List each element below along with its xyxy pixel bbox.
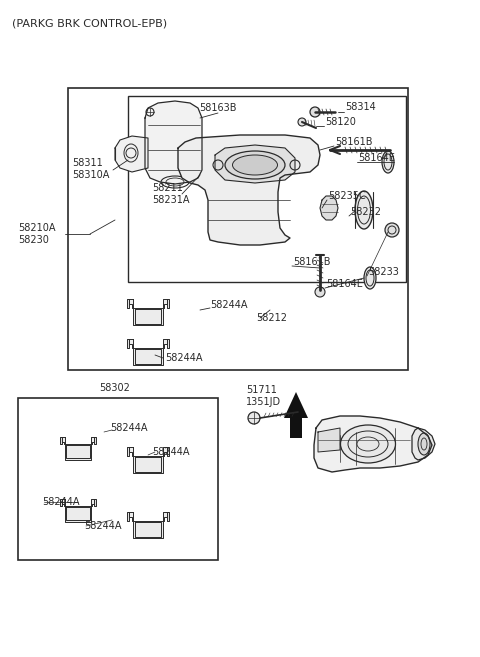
- Text: 58232: 58232: [350, 207, 381, 217]
- Text: 58161B: 58161B: [335, 137, 372, 147]
- Text: 58244A: 58244A: [84, 521, 121, 531]
- Text: 58230: 58230: [18, 235, 49, 245]
- Text: 58244A: 58244A: [210, 300, 248, 310]
- Text: 58211: 58211: [152, 183, 183, 193]
- Text: 58244A: 58244A: [165, 353, 203, 363]
- Polygon shape: [60, 499, 62, 507]
- Text: 58235C: 58235C: [328, 191, 366, 201]
- Polygon shape: [62, 499, 94, 522]
- Ellipse shape: [355, 191, 373, 229]
- Ellipse shape: [232, 155, 277, 175]
- Polygon shape: [127, 512, 129, 521]
- Polygon shape: [167, 300, 169, 307]
- Polygon shape: [320, 196, 338, 220]
- Polygon shape: [318, 428, 340, 452]
- Text: 58244A: 58244A: [152, 447, 190, 457]
- Polygon shape: [127, 447, 129, 456]
- Polygon shape: [134, 309, 161, 324]
- Polygon shape: [167, 447, 169, 456]
- Ellipse shape: [225, 151, 285, 179]
- Polygon shape: [66, 445, 89, 458]
- Polygon shape: [66, 507, 89, 520]
- Polygon shape: [129, 300, 167, 325]
- Text: 58231A: 58231A: [152, 195, 190, 205]
- Polygon shape: [314, 416, 432, 472]
- Text: 58120: 58120: [325, 117, 356, 127]
- Polygon shape: [134, 349, 161, 364]
- Text: (PARKG BRK CONTROL-EPB): (PARKG BRK CONTROL-EPB): [12, 18, 167, 28]
- Text: 58314: 58314: [345, 102, 376, 112]
- Text: 58244A: 58244A: [42, 497, 80, 507]
- Polygon shape: [129, 512, 167, 539]
- Text: 58302: 58302: [99, 383, 131, 393]
- Text: 58244A: 58244A: [110, 423, 147, 433]
- Text: 1351JD: 1351JD: [246, 397, 281, 407]
- Polygon shape: [134, 457, 161, 472]
- Text: 58233: 58233: [368, 267, 399, 277]
- Circle shape: [310, 107, 320, 117]
- Circle shape: [315, 287, 325, 297]
- Text: 58310A: 58310A: [72, 170, 109, 180]
- Circle shape: [298, 118, 306, 126]
- Text: 58212: 58212: [256, 313, 287, 323]
- Polygon shape: [134, 522, 161, 537]
- Polygon shape: [145, 101, 202, 184]
- Polygon shape: [115, 136, 148, 172]
- Polygon shape: [60, 437, 62, 444]
- Polygon shape: [412, 428, 435, 460]
- Bar: [18, 398, 218, 560]
- Ellipse shape: [340, 425, 396, 463]
- Bar: [128, 96, 406, 282]
- Polygon shape: [167, 512, 169, 521]
- Text: 58164E: 58164E: [326, 279, 363, 289]
- Polygon shape: [178, 135, 320, 245]
- Text: 58311: 58311: [72, 158, 103, 168]
- Polygon shape: [215, 145, 295, 183]
- Text: 58210A: 58210A: [18, 223, 56, 233]
- Bar: [68, 88, 408, 370]
- Polygon shape: [127, 340, 129, 348]
- Text: 51711: 51711: [246, 385, 277, 395]
- Polygon shape: [62, 437, 94, 459]
- Ellipse shape: [364, 267, 376, 289]
- Polygon shape: [127, 300, 129, 307]
- Text: 58163B: 58163B: [199, 103, 237, 113]
- Ellipse shape: [418, 433, 430, 455]
- Ellipse shape: [382, 151, 394, 173]
- Polygon shape: [167, 340, 169, 348]
- Text: 58164E: 58164E: [358, 153, 395, 163]
- Polygon shape: [94, 437, 96, 444]
- Polygon shape: [129, 447, 167, 474]
- Polygon shape: [129, 340, 167, 365]
- Ellipse shape: [248, 412, 260, 424]
- Ellipse shape: [385, 223, 399, 237]
- Polygon shape: [284, 392, 308, 438]
- Polygon shape: [94, 499, 96, 507]
- Text: 58161B: 58161B: [293, 257, 331, 267]
